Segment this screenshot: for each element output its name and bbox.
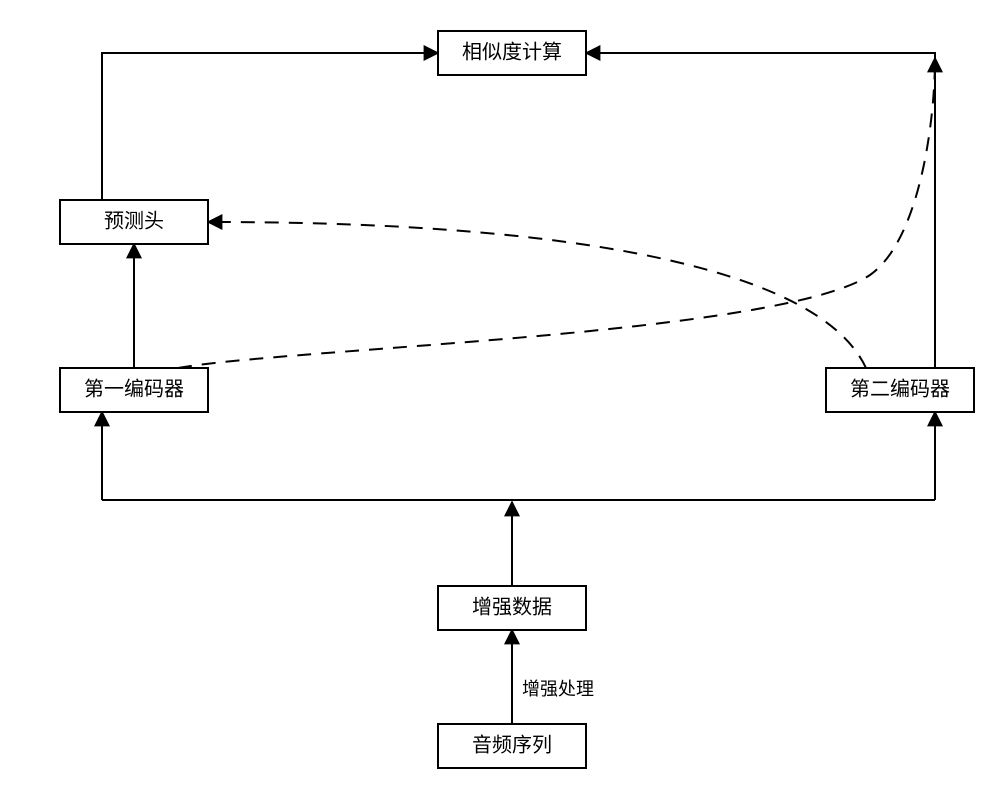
node-similarity-label: 相似度计算 [462, 40, 562, 63]
edge-encoder2-to-similarity [586, 53, 935, 368]
node-predictor: 预测头 [60, 200, 208, 244]
node-predictor-label: 预测头 [104, 209, 164, 232]
node-similarity: 相似度计算 [438, 31, 586, 75]
node-encoder1-label: 第一编码器 [84, 377, 184, 400]
node-encoder2-label: 第二编码器 [850, 377, 950, 400]
flowchart-canvas: 增强处理 相似度计算 预测头 第一编码器 第二编码器 增强数据 音频序列 [0, 0, 1000, 811]
node-augdata-label: 增强数据 [472, 595, 552, 618]
node-audio-label: 音频序列 [472, 733, 552, 756]
node-augdata: 增强数据 [438, 586, 586, 630]
edge-encoder1-to-similarity-dashed [178, 58, 935, 368]
edge-label-augment: 增强处理 [522, 679, 594, 699]
edge-predictor-to-similarity [102, 53, 438, 200]
node-audio: 音频序列 [438, 724, 586, 768]
node-encoder1: 第一编码器 [60, 368, 208, 412]
edge-encoder2-to-predictor-dashed [208, 222, 866, 368]
node-encoder2: 第二编码器 [826, 368, 974, 412]
